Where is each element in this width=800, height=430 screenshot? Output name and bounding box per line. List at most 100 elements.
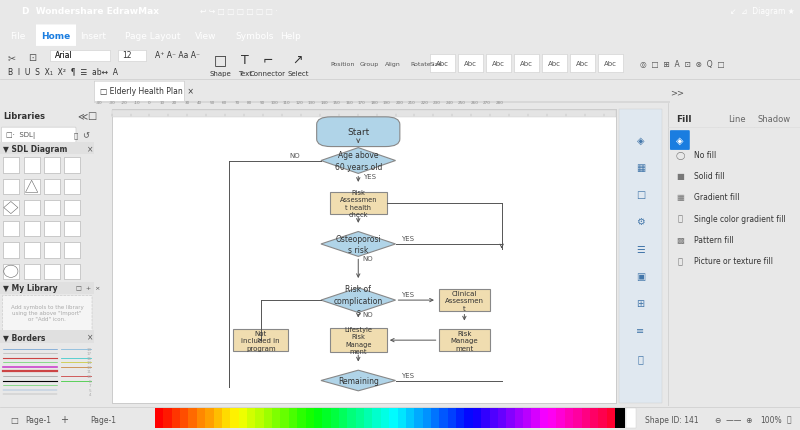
Text: 280: 280 xyxy=(495,101,503,105)
Text: Clinical
Assessmen
t: Clinical Assessmen t xyxy=(445,290,484,311)
Text: 5: 5 xyxy=(89,388,91,392)
Text: Help: Help xyxy=(280,32,301,40)
Text: 7: 7 xyxy=(89,383,91,387)
Bar xyxy=(44,179,61,194)
Text: Home: Home xyxy=(42,32,70,40)
Bar xyxy=(458,55,483,73)
Text: 8: 8 xyxy=(89,379,91,383)
Bar xyxy=(438,329,490,351)
Text: NO: NO xyxy=(290,153,300,159)
Text: ⬜: ⬜ xyxy=(638,353,643,363)
Text: 110: 110 xyxy=(283,101,290,105)
Text: Gradient fill: Gradient fill xyxy=(694,193,740,202)
Bar xyxy=(255,408,264,428)
Bar xyxy=(473,408,482,428)
Text: 🔍: 🔍 xyxy=(74,132,78,139)
Bar xyxy=(3,264,19,279)
Text: 230: 230 xyxy=(433,101,441,105)
Text: 10: 10 xyxy=(159,101,165,105)
Text: 12: 12 xyxy=(122,51,131,60)
Text: 170: 170 xyxy=(358,101,366,105)
Bar xyxy=(238,408,247,428)
Bar xyxy=(347,408,356,428)
Bar xyxy=(297,408,306,428)
Text: □: □ xyxy=(214,53,226,67)
Text: ▼ SDL Diagram: ▼ SDL Diagram xyxy=(3,144,67,154)
Text: -30: -30 xyxy=(109,101,115,105)
Text: 130: 130 xyxy=(308,101,316,105)
Text: Shadow: Shadow xyxy=(757,114,790,123)
Text: ⊡: ⊡ xyxy=(28,53,36,63)
Bar xyxy=(456,408,465,428)
Bar xyxy=(214,408,222,428)
Bar xyxy=(64,222,80,237)
Bar xyxy=(205,408,214,428)
Bar xyxy=(24,222,40,237)
Text: □: □ xyxy=(636,190,645,200)
Text: ▦: ▦ xyxy=(636,162,645,172)
Text: Align: Align xyxy=(385,62,401,67)
Text: 100: 100 xyxy=(270,101,278,105)
FancyBboxPatch shape xyxy=(317,117,400,147)
Bar xyxy=(247,408,256,428)
Bar xyxy=(573,408,582,428)
Text: Picture or texture fill: Picture or texture fill xyxy=(694,257,774,266)
Text: ↩ ↪ □ □ □ □ □ □ ·: ↩ ↪ □ □ □ □ □ □ · xyxy=(200,7,278,16)
Bar xyxy=(44,243,61,258)
Bar xyxy=(582,408,590,428)
Text: Start: Start xyxy=(347,128,370,137)
Bar xyxy=(615,408,625,428)
Text: □: □ xyxy=(10,415,18,424)
Text: 90: 90 xyxy=(259,101,265,105)
Bar xyxy=(0,282,94,295)
Bar xyxy=(3,158,19,173)
Text: Group: Group xyxy=(360,62,379,67)
Bar xyxy=(50,51,110,61)
Text: ⊞: ⊞ xyxy=(637,298,645,308)
Bar xyxy=(230,408,239,428)
Text: ×: × xyxy=(87,332,94,341)
Text: Arial: Arial xyxy=(55,51,73,60)
Text: 270: 270 xyxy=(483,101,491,105)
Text: 240: 240 xyxy=(446,101,454,105)
Polygon shape xyxy=(321,232,395,257)
Bar xyxy=(626,408,636,428)
Text: ◈: ◈ xyxy=(637,135,644,145)
Text: 260: 260 xyxy=(470,101,478,105)
Text: ◎  □  ⊞  A  ⊡  ⊗  Q  □: ◎ □ ⊞ A ⊡ ⊗ Q □ xyxy=(640,60,725,69)
Text: Shape: Shape xyxy=(209,71,231,77)
Text: Risk
Assessmen
t health
check: Risk Assessmen t health check xyxy=(339,189,377,218)
Text: ■: ■ xyxy=(676,172,684,181)
Bar xyxy=(619,110,662,403)
Text: NO: NO xyxy=(363,311,374,317)
Text: Solid fill: Solid fill xyxy=(694,172,725,181)
Text: ⌐: ⌐ xyxy=(262,53,274,66)
Text: Libraries: Libraries xyxy=(3,111,45,120)
Bar xyxy=(531,408,540,428)
Text: File: File xyxy=(10,32,26,40)
Text: Abc: Abc xyxy=(547,61,561,67)
Text: T: T xyxy=(241,53,249,66)
Text: B  I  U  S  X₁  X²  ¶  ☰  ab↔  A: B I U S X₁ X² ¶ ☰ ab↔ A xyxy=(8,68,118,76)
Polygon shape xyxy=(321,370,395,391)
Text: >>: >> xyxy=(670,88,684,97)
Bar xyxy=(0,104,94,128)
Bar xyxy=(438,289,490,312)
Text: Abc: Abc xyxy=(463,61,477,67)
Bar xyxy=(24,200,40,215)
Bar xyxy=(264,408,273,428)
Text: ≡: ≡ xyxy=(637,326,645,336)
Bar xyxy=(414,408,423,428)
Text: ✂: ✂ xyxy=(8,53,16,63)
Bar xyxy=(3,243,19,258)
Text: 16: 16 xyxy=(86,356,91,360)
Text: 140: 140 xyxy=(321,101,328,105)
Text: -20: -20 xyxy=(121,101,128,105)
Text: Text: Text xyxy=(238,71,252,77)
Text: 17: 17 xyxy=(86,351,91,355)
Text: Abc: Abc xyxy=(575,61,589,67)
Text: □ Elderly Health Plan  ×: □ Elderly Health Plan × xyxy=(101,86,194,95)
Text: Rotate: Rotate xyxy=(410,62,430,67)
Text: ▼ Borders: ▼ Borders xyxy=(3,332,46,341)
Bar xyxy=(112,111,616,117)
